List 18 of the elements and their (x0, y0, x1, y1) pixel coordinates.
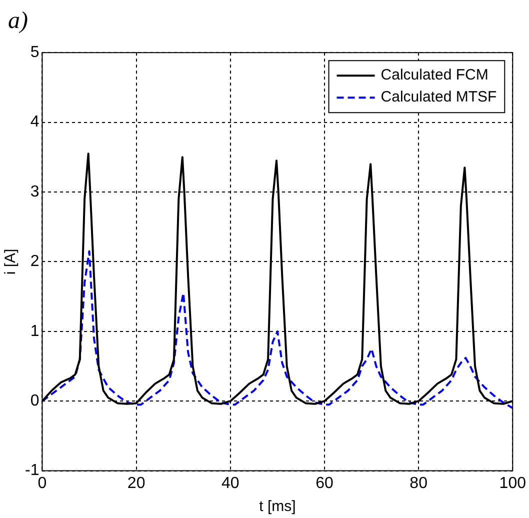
y-tick-label: 2 (30, 253, 40, 270)
x-tick-label: 40 (222, 474, 240, 492)
x-tick-label: 80 (410, 474, 428, 492)
line-series (42, 250, 513, 410)
y-tick-label: 3 (30, 183, 40, 200)
y-tick-label: -1 (24, 462, 40, 480)
x-axis-title: t [ms] (259, 498, 296, 516)
x-tick-label: 60 (316, 474, 334, 492)
x-tick-label: 20 (127, 474, 146, 492)
y-tick-label: 0 (30, 392, 40, 410)
x-tick-label: 100 (499, 474, 526, 492)
chart-title: a) (8, 8, 28, 35)
legend-label: Calculated MTSF (380, 88, 497, 106)
legend-label: Calculated FCM (380, 66, 488, 84)
y-tick-label: 5 (30, 44, 40, 62)
y-tick-label: 4 (30, 114, 40, 131)
y-axis-title: i [A] (2, 248, 20, 275)
y-tick-label: 1 (30, 322, 40, 340)
